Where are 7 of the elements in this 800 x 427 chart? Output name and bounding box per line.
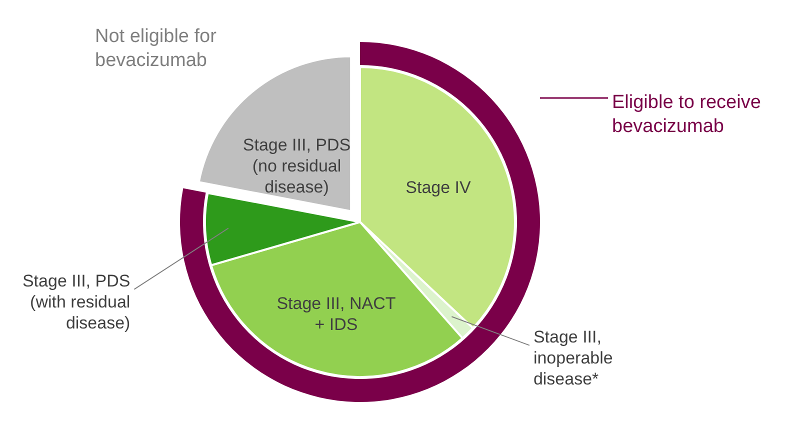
- slice-label: Stage III, PDS (no residual disease): [242, 136, 351, 197]
- slice-label: Stage III, PDS (with residual disease): [22, 271, 130, 332]
- text: Eligible to receive bevacizumab: [612, 92, 761, 137]
- slice-label: Stage III, NACT + IDS: [276, 294, 396, 334]
- text: Not eligible for bevacizumab: [95, 26, 218, 71]
- slice-label: Stage IV: [406, 178, 472, 198]
- slice-label: Stage III, inoperable disease*: [533, 327, 613, 388]
